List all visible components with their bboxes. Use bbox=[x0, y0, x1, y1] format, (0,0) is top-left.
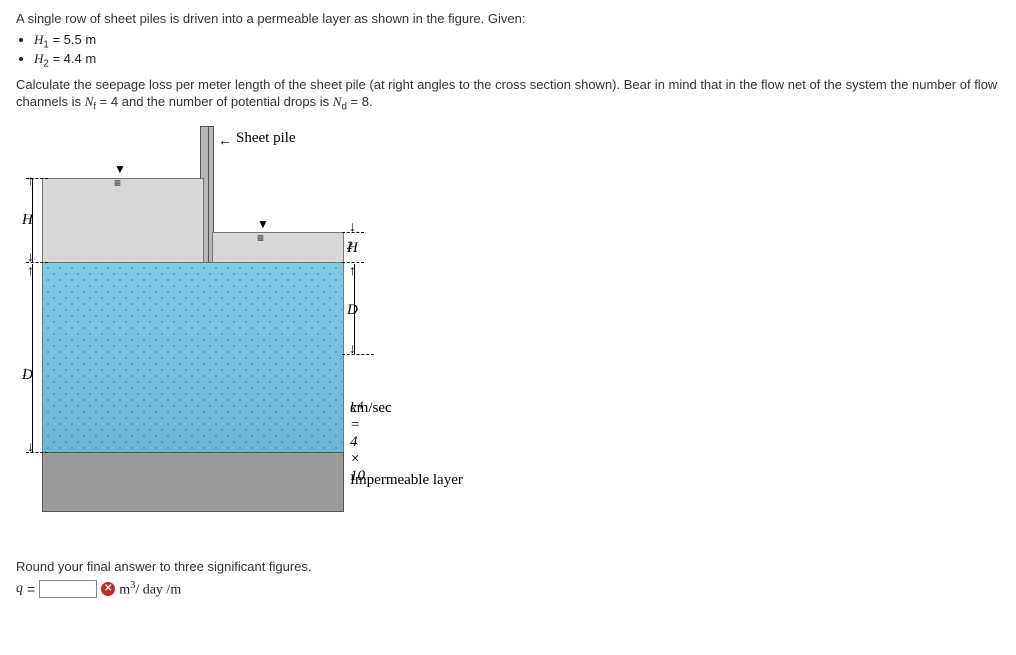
given-item-h2: H2 = 4.4 m bbox=[34, 51, 1000, 70]
water-level-marker-left: ▼≡ bbox=[114, 162, 124, 176]
arrow-down-icon: ↓ bbox=[349, 340, 356, 356]
arrow-left-icon: ← bbox=[218, 132, 232, 148]
given-item-h1: H1 = 5.5 m bbox=[34, 32, 1000, 51]
impermeable-label: Impermeable layer bbox=[350, 472, 463, 489]
equals-sign: = bbox=[27, 581, 35, 597]
round-instruction: Round your final answer to three signifi… bbox=[16, 558, 1000, 576]
dim-d-label: D bbox=[347, 302, 358, 319]
problem-intro: A single row of sheet piles is driven in… bbox=[16, 10, 1000, 28]
incorrect-icon: ✕ bbox=[101, 582, 115, 596]
arrow-down-icon: ↓ bbox=[349, 218, 356, 234]
water-downstream bbox=[212, 232, 344, 264]
dim-dash bbox=[342, 354, 374, 355]
given-list: H1 = 5.5 m H2 = 4.4 m bbox=[34, 32, 1000, 70]
arrow-up-icon: ↑ bbox=[27, 172, 34, 188]
sheet-pile-label: Sheet pile bbox=[236, 130, 296, 147]
problem-statement: Calculate the seepage loss per meter len… bbox=[16, 76, 1000, 114]
page: A single row of sheet piles is driven in… bbox=[0, 0, 1016, 655]
answer-row: q = ✕ m3/ day /m bbox=[16, 580, 1000, 599]
water-level-marker-right: ▼≡ bbox=[257, 217, 267, 231]
impermeable-layer bbox=[42, 452, 344, 512]
answer-unit: m3/ day /m bbox=[119, 580, 181, 599]
soil-texture bbox=[42, 262, 342, 452]
arrow-down-icon: ↓ bbox=[27, 438, 34, 454]
figure: ▼≡ ▼≡ ← Sheet pile ↑ ↓ H1 ↓ ↑ H2 ↓ D ↑ ↓ bbox=[22, 122, 522, 552]
answer-symbol: q bbox=[16, 581, 23, 597]
dim-line-d1 bbox=[32, 264, 33, 452]
arrow-up-icon: ↑ bbox=[27, 262, 34, 278]
water-upstream bbox=[42, 178, 204, 264]
answer-input[interactable] bbox=[39, 580, 97, 598]
